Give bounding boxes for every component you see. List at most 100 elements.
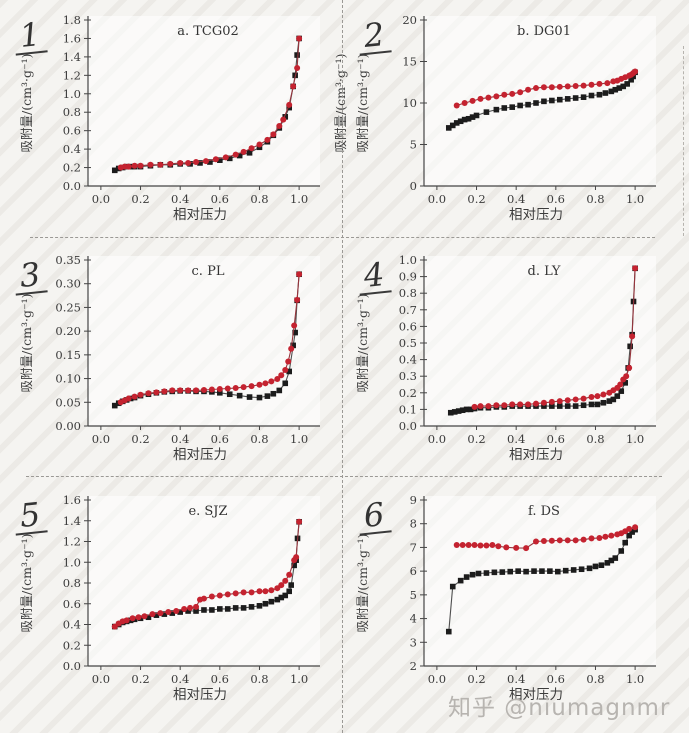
adsorption-marker	[447, 409, 454, 416]
adsorption-marker	[248, 604, 255, 610]
desorption-marker	[548, 398, 555, 405]
adsorption-marker	[226, 391, 233, 398]
adsorption-marker	[286, 368, 293, 375]
desorption-marker	[614, 531, 621, 538]
desorption-marker	[453, 542, 460, 549]
svg-text:0.6: 0.6	[63, 124, 81, 138]
desorption-marker	[274, 585, 281, 592]
adsorption-marker	[445, 125, 452, 131]
adsorption-marker	[469, 114, 476, 120]
adsorption-marker	[493, 106, 500, 113]
adsorption-marker	[628, 76, 634, 83]
desorption-marker	[501, 91, 508, 98]
svg-text:0.0: 0.0	[63, 659, 81, 673]
desorption-marker	[131, 162, 138, 169]
adsorption-marker	[483, 570, 490, 576]
desorption-marker	[167, 160, 174, 167]
panel-3-pl: 3 0.00 0.05 0.10 0.15 0.20 0.25 0.30 0.35 0.0 0.2…	[0, 246, 342, 484]
adsorption-marker	[600, 399, 607, 406]
svg-text:0.2: 0.2	[131, 192, 149, 206]
chart-title: a. TCG02	[177, 24, 239, 39]
desorption-marker	[604, 80, 611, 87]
desorption-marker	[461, 100, 468, 106]
adsorption-marker	[169, 610, 176, 616]
adsorption-marker	[507, 568, 514, 575]
svg-text:0.4: 0.4	[171, 672, 189, 686]
adsorption-marker	[580, 402, 587, 409]
horizontal-dashed-divider-2	[26, 476, 662, 477]
adsorption-marker	[598, 562, 605, 569]
svg-text:0.2: 0.2	[467, 432, 485, 446]
svg-text:0.8: 0.8	[63, 105, 81, 119]
desorption-marker	[240, 384, 247, 391]
x-axis-label: 相对压力	[173, 687, 227, 703]
desorption-marker	[177, 159, 184, 166]
desorption-marker	[135, 614, 142, 621]
chart-ly: 0.0 0.1 0.2 0.3 0.4 0.5 0.6 0.7 0.8 0.9 1.0 0.0 0.2 0…	[348, 246, 688, 480]
adsorption-marker	[153, 612, 160, 618]
adsorption-marker	[547, 568, 553, 574]
svg-text:6: 6	[410, 564, 417, 578]
adsorption-marker	[288, 582, 294, 588]
desorption-marker	[296, 35, 303, 42]
desorption-marker	[513, 544, 520, 551]
adsorption-marker	[612, 555, 619, 561]
horizontal-dashed-divider-1	[30, 237, 655, 238]
adsorption-marker	[294, 52, 300, 58]
desorption-marker	[588, 81, 595, 88]
desorption-marker	[469, 97, 476, 104]
svg-text:0.0: 0.0	[399, 419, 417, 433]
svg-text:1.6: 1.6	[63, 493, 81, 507]
svg-text:0.0: 0.0	[92, 192, 110, 206]
svg-text:1.2: 1.2	[63, 535, 81, 549]
svg-text:3: 3	[410, 635, 417, 649]
adsorption-marker	[596, 91, 603, 98]
svg-text:4: 4	[410, 612, 417, 626]
adsorption-marker	[469, 571, 476, 578]
svg-text:0.3: 0.3	[399, 369, 417, 383]
panel-4-ly: 4 0.0 0.1 0.2 0.3 0.4 0.5 0.6 0.7 0.8 0.9 1.0 0.0 0.…	[344, 246, 689, 484]
svg-text:0.4: 0.4	[63, 618, 81, 632]
adsorption-marker	[457, 118, 464, 125]
adsorption-marker	[491, 569, 498, 576]
adsorption-marker	[217, 157, 223, 163]
panel-2-dg01: 2 0 5 10 15 20 0.0 0.2 0.4 0.6 0.8 1.0 相对压力 吸附量/(cm³…	[344, 6, 689, 244]
adsorption-marker	[161, 611, 168, 617]
adsorption-marker	[523, 568, 529, 575]
adsorption-marker	[232, 605, 239, 611]
desorption-marker	[596, 80, 603, 87]
svg-text:5: 5	[410, 138, 417, 152]
svg-text:1.0: 1.0	[290, 432, 308, 446]
svg-text:0.8: 0.8	[250, 192, 268, 206]
svg-text:0.6: 0.6	[547, 192, 565, 206]
adsorption-marker	[539, 568, 545, 574]
svg-text:0.4: 0.4	[63, 142, 81, 156]
desorption-marker	[296, 271, 303, 278]
desorption-marker	[278, 372, 285, 379]
adsorption-marker	[572, 403, 579, 409]
desorption-marker	[564, 537, 571, 544]
zhihu-watermark: 知乎 @niumagnmr	[448, 695, 671, 721]
adsorption-marker	[608, 557, 615, 564]
svg-text:5: 5	[410, 588, 417, 602]
svg-text:0.2: 0.2	[63, 161, 81, 175]
svg-text:0.20: 0.20	[55, 324, 81, 338]
desorption-marker	[517, 89, 524, 96]
desorption-marker	[282, 577, 289, 584]
chart-pl: 0.00 0.05 0.10 0.15 0.20 0.25 0.30 0.35 0.0 0.2 0.…	[12, 246, 352, 480]
adsorption-marker	[626, 532, 632, 539]
desorption-marker	[224, 591, 231, 598]
desorption-marker	[509, 90, 516, 97]
adsorption-marker	[246, 394, 253, 400]
desorption-marker	[626, 364, 633, 371]
svg-text:0.6: 0.6	[547, 672, 565, 686]
svg-text:7: 7	[410, 540, 417, 554]
adsorption-marker	[185, 608, 191, 614]
svg-text:15: 15	[402, 55, 417, 69]
adsorption-marker	[256, 394, 263, 401]
desorption-marker	[290, 83, 297, 90]
desorption-marker	[248, 589, 255, 596]
desorption-marker	[264, 136, 271, 143]
desorption-marker	[471, 403, 478, 410]
